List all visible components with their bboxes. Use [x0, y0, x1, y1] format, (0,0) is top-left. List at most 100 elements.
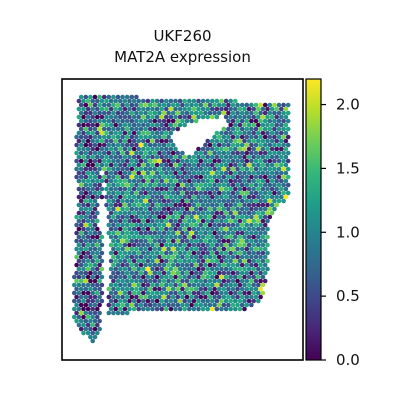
spot: [237, 202, 243, 208]
spot: [74, 286, 79, 292]
spot: [106, 110, 112, 116]
spot: [152, 182, 158, 188]
spot: [72, 282, 77, 288]
spot: [113, 106, 118, 112]
spot: [242, 154, 247, 160]
spot: [92, 126, 98, 132]
spot: [83, 190, 89, 196]
spot: [111, 222, 116, 228]
spot: [187, 154, 192, 160]
spot: [99, 250, 105, 256]
spot: [193, 206, 199, 212]
spot: [274, 178, 280, 184]
spot: [182, 98, 187, 104]
spot: [74, 270, 79, 276]
spot: [131, 138, 137, 144]
spot: [230, 150, 236, 156]
spot: [145, 210, 151, 216]
spot: [258, 270, 263, 276]
spot: [118, 226, 123, 232]
spot: [180, 206, 185, 212]
spot: [92, 310, 98, 316]
spot: [230, 198, 236, 204]
spot: [265, 130, 270, 136]
spot: [285, 174, 291, 180]
spot: [90, 194, 95, 200]
spot: [269, 186, 275, 192]
spot: [196, 258, 201, 264]
spot: [127, 122, 132, 128]
spot: [235, 102, 240, 108]
spot: [95, 122, 100, 128]
spot: [221, 230, 227, 236]
spot: [131, 106, 137, 112]
spot: [85, 234, 91, 240]
spot: [118, 98, 123, 104]
spot: [154, 306, 160, 312]
spot: [269, 130, 275, 136]
spot: [85, 242, 91, 248]
spot: [127, 306, 132, 312]
spot: [166, 254, 171, 260]
spot: [118, 154, 123, 160]
spot: [265, 242, 270, 248]
spot: [203, 166, 208, 172]
spot: [92, 302, 98, 308]
spot: [237, 138, 243, 144]
spot: [182, 122, 187, 128]
spot: [92, 110, 98, 116]
spot: [81, 98, 86, 104]
spot: [166, 182, 171, 188]
spot: [189, 214, 194, 220]
spot: [203, 102, 208, 108]
spot: [168, 250, 174, 256]
spot: [262, 110, 268, 116]
spot: [212, 174, 217, 180]
spot: [145, 218, 151, 224]
spot: [258, 246, 263, 252]
spot: [131, 274, 137, 280]
spot: [111, 94, 116, 100]
spot: [152, 150, 158, 156]
spot: [214, 138, 220, 144]
spot: [127, 202, 132, 208]
spot: [184, 254, 190, 260]
spot: [141, 130, 146, 136]
spot: [72, 314, 77, 320]
spot: [143, 126, 148, 132]
spot: [239, 214, 245, 220]
spot: [177, 250, 183, 256]
spot: [223, 250, 229, 256]
spot: [193, 238, 199, 244]
spot: [113, 146, 118, 152]
spot: [152, 246, 158, 252]
spot: [150, 202, 155, 208]
spot: [150, 266, 155, 272]
spot: [177, 154, 183, 160]
spot: [221, 302, 227, 308]
spot: [200, 154, 206, 160]
spot: [127, 162, 132, 168]
spot: [101, 158, 107, 164]
spot: [131, 242, 137, 248]
spot: [138, 230, 144, 236]
spot: [205, 98, 210, 104]
spot: [210, 202, 215, 208]
spot: [262, 278, 268, 284]
spot: [161, 182, 167, 188]
spot: [90, 138, 95, 144]
spot: [177, 266, 183, 272]
spot: [258, 134, 263, 140]
spot: [267, 158, 273, 164]
spot: [262, 222, 268, 228]
spot: [136, 122, 141, 128]
spot: [147, 278, 153, 284]
spot: [244, 126, 250, 132]
spot: [120, 182, 125, 188]
spot: [258, 150, 263, 156]
spot: [279, 162, 284, 168]
spot: [92, 230, 98, 236]
spot: [164, 274, 169, 280]
spot: [237, 122, 243, 128]
spot: [170, 278, 176, 284]
